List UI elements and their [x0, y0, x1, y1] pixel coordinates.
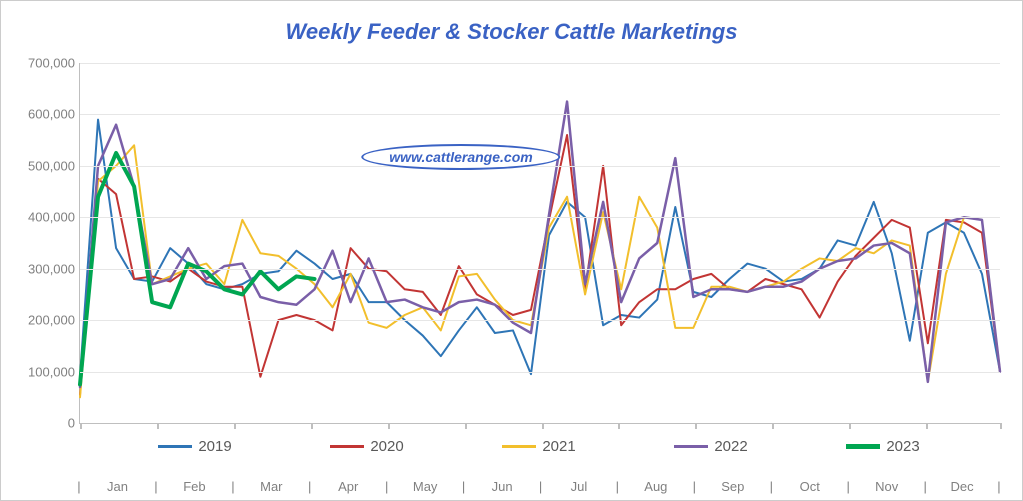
- x-tick: [311, 423, 313, 429]
- month-separator: |: [997, 479, 1000, 494]
- month-label: Aug: [644, 479, 667, 494]
- month-separator: |: [462, 479, 465, 494]
- x-tick: [926, 423, 928, 429]
- y-tick-label: 0: [68, 416, 75, 431]
- x-tick: [157, 423, 159, 429]
- month-label: May: [413, 479, 438, 494]
- month-label: Jun: [492, 479, 513, 494]
- chart-lines-svg: [80, 63, 1000, 423]
- chart-title: Weekly Feeder & Stocker Cattle Marketing…: [1, 19, 1022, 45]
- series-line-2020: [80, 135, 1000, 395]
- month-label: Mar: [260, 479, 282, 494]
- month-separator: |: [770, 479, 773, 494]
- month-separator: |: [77, 479, 80, 494]
- gridline: [80, 217, 1000, 218]
- month-label: Apr: [338, 479, 358, 494]
- legend-swatch: [674, 445, 708, 448]
- x-tick: [849, 423, 851, 429]
- legend-item-2020: 2020: [330, 438, 403, 455]
- month-separator: |: [154, 479, 157, 494]
- legend-item-2022: 2022: [674, 438, 747, 455]
- gridline: [80, 114, 1000, 115]
- gridline: [80, 269, 1000, 270]
- month-separator: |: [924, 479, 927, 494]
- legend-swatch: [158, 445, 192, 448]
- month-label: Nov: [875, 479, 898, 494]
- x-tick: [234, 423, 236, 429]
- month-separator: |: [616, 479, 619, 494]
- gridline: [80, 63, 1000, 64]
- legend-label: 2020: [370, 438, 403, 455]
- month-separator: |: [539, 479, 542, 494]
- y-tick-label: 600,000: [28, 107, 75, 122]
- gridline: [80, 166, 1000, 167]
- legend-label: 2022: [714, 438, 747, 455]
- month-label: Jan: [107, 479, 128, 494]
- legend-label: 2023: [886, 438, 919, 455]
- x-tick: [772, 423, 774, 429]
- x-tick: [1000, 423, 1002, 429]
- legend-swatch: [846, 444, 880, 449]
- month-separator: |: [308, 479, 311, 494]
- x-tick: [695, 423, 697, 429]
- month-separator: |: [231, 479, 234, 494]
- y-tick-label: 100,000: [28, 364, 75, 379]
- legend-swatch: [502, 445, 536, 448]
- legend-item-2023: 2023: [846, 438, 919, 455]
- legend-label: 2019: [198, 438, 231, 455]
- x-tick: [80, 423, 82, 429]
- series-line-2022: [80, 102, 1000, 387]
- chart-container: Weekly Feeder & Stocker Cattle Marketing…: [0, 0, 1023, 501]
- x-tick: [388, 423, 390, 429]
- month-separator: |: [693, 479, 696, 494]
- legend-item-2021: 2021: [502, 438, 575, 455]
- gridline: [80, 372, 1000, 373]
- month-label: Jul: [571, 479, 588, 494]
- legend: 2019 2020 2021 2022 2023: [79, 433, 999, 459]
- month-separator: |: [847, 479, 850, 494]
- legend-swatch: [330, 445, 364, 448]
- watermark-badge: www.cattlerange.com: [361, 144, 560, 170]
- month-label: Feb: [183, 479, 205, 494]
- month-label: Sep: [721, 479, 744, 494]
- month-label: Dec: [951, 479, 974, 494]
- x-tick: [542, 423, 544, 429]
- x-tick: [465, 423, 467, 429]
- gridline: [80, 320, 1000, 321]
- legend-label: 2021: [542, 438, 575, 455]
- month-label: Oct: [800, 479, 820, 494]
- y-tick-label: 300,000: [28, 261, 75, 276]
- legend-item-2019: 2019: [158, 438, 231, 455]
- y-tick-label: 200,000: [28, 313, 75, 328]
- y-tick-label: 400,000: [28, 210, 75, 225]
- x-tick: [618, 423, 620, 429]
- month-separator: |: [385, 479, 388, 494]
- plot-area: [79, 63, 1000, 424]
- y-tick-label: 500,000: [28, 158, 75, 173]
- y-tick-label: 700,000: [28, 56, 75, 71]
